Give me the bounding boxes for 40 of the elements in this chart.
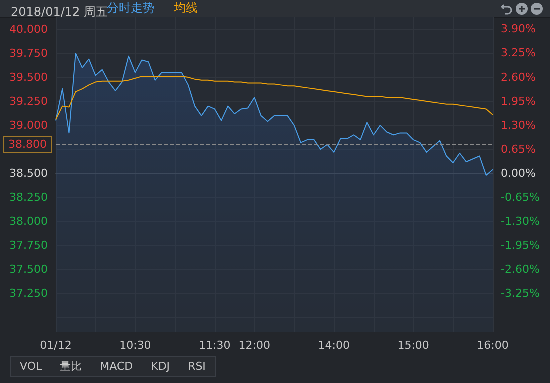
y-tick-label: 39.500	[10, 71, 48, 84]
y2-tick-label: -0.65%	[501, 190, 540, 204]
text: RSI	[187, 360, 207, 373]
y-tick-label: 37.250	[10, 287, 48, 300]
line-series	[56, 76, 494, 120]
x-tick-label: 01/12	[40, 339, 72, 352]
y-tick-label: 38.500	[10, 167, 48, 180]
text: 分时走势	[107, 1, 155, 15]
y-tick-label: 39.750	[10, 46, 48, 60]
x-tick-label: 16:00	[477, 339, 509, 352]
ref-line-label: 38.800	[8, 138, 47, 152]
x-tick-label: 10:30	[120, 339, 152, 352]
y2-tick-label: 2.60%	[501, 70, 536, 84]
y2-tick-label: 3.90%	[501, 22, 536, 36]
y2-tick-label: 3.25%	[501, 46, 536, 60]
y2-tick-label: -1.95%	[501, 238, 540, 252]
y-tick-label: 39.250	[10, 95, 48, 108]
y-tick-label: 39.000	[10, 119, 48, 132]
x-tick-label: 11:30	[199, 339, 231, 352]
text: KDJ	[150, 360, 172, 373]
y2-tick-label: -2.60%	[501, 263, 540, 276]
y-tick-label: 38.000	[10, 215, 48, 228]
y-tick-label: 37.750	[10, 239, 48, 252]
y2-tick-label: 0.65%	[501, 142, 536, 156]
chart-title: 2018/01/12 周五	[11, 5, 108, 19]
y2-tick-label: 1.30%	[501, 118, 536, 132]
text: 量比	[59, 359, 84, 374]
y2-tick-label: -3.25%	[501, 287, 540, 300]
x-tick-label: 12:00	[238, 339, 270, 352]
y-tick-label: 38.250	[10, 191, 48, 204]
y2-tick-label: 0.00%	[501, 166, 536, 180]
y2-tick-label: -1.30%	[501, 214, 540, 228]
x-tick-label: 14:00	[318, 339, 350, 352]
text: MACD	[99, 360, 134, 373]
y2-tick-label: 1.95%	[501, 94, 536, 108]
y-tick-label: 37.500	[10, 263, 48, 276]
x-tick-label: 15:00	[398, 339, 430, 352]
y-tick-label: 40.000	[10, 22, 48, 36]
text: 均线	[173, 1, 198, 15]
text: VOL	[19, 360, 44, 373]
